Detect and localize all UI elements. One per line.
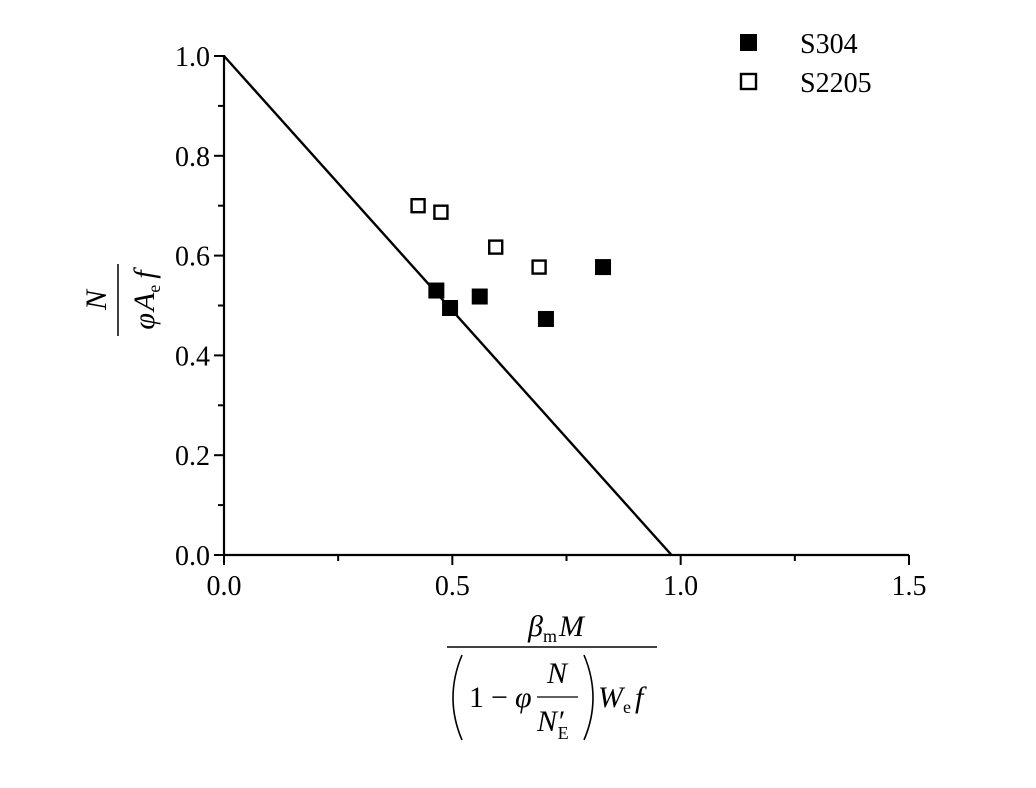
y-axis-label: N φAef [80,264,164,336]
data-point-s2205 [433,204,449,220]
x-label-left-paren [452,654,463,741]
y-tick-label: 0.2 [175,441,210,472]
x-axis-label: βmM 1 − φ N N′E We f [447,610,657,743]
x-label-right-paren [583,654,594,741]
legend-label-s2205: S2205 [800,68,872,99]
axes: 0.0 0.5 1.0 1.5 0.0 0.2 0.4 0.6 0.8 1.0 [175,42,927,602]
legend-label-s304: S304 [800,29,858,60]
x-label-frac-num: N [546,657,569,690]
y-label-strength: f [128,267,161,279]
data-point-s304 [537,310,554,327]
x-tick-label: 0.0 [207,571,242,602]
x-label-beta: β [527,610,543,643]
x-label-moment: M [558,610,586,643]
y-label-phi: φ [128,313,161,330]
x-label-frac-den: N′E [536,705,569,743]
x-label-section-sub: e [623,697,631,717]
points-layer [410,197,612,327]
x-tick-label: 1.5 [892,571,927,602]
y-label-area: A [128,292,161,313]
y-tick-label: 0.0 [175,541,210,572]
y-tick-label: 0.6 [175,242,210,273]
y-tick-label: 0.4 [175,341,210,372]
data-point-s304 [442,299,459,316]
data-point-s304 [471,288,488,305]
y-label-denominator: φAef [128,267,164,330]
y-label-numerator: N [80,288,113,311]
y-label-area-sub: e [144,285,164,293]
legend-marker-s2205 [739,72,758,91]
x-label-minus: − [491,681,508,714]
data-point-s2205 [488,239,504,255]
data-point-s2205 [410,197,426,214]
legend: S304 S2205 [739,29,872,99]
x-label-beta-sub: m [543,626,557,646]
y-tick-label: 0.8 [175,142,210,173]
x-label-strength: f [635,681,647,714]
x-label-section-group: We f [598,681,647,717]
data-point-s304 [428,282,445,299]
x-label-frac-den-main: N′ [536,705,564,738]
data-point-s2205 [531,259,547,275]
x-tick-label: 1.0 [663,571,698,602]
x-label-frac-den-sub: E [558,723,569,743]
x-tick-label: 0.5 [435,571,470,602]
x-label-phi: φ [515,681,532,714]
data-point-s304 [595,259,612,276]
x-label-section: W [598,681,626,714]
legend-marker-s304 [740,34,757,51]
x-label-one: 1 [469,681,484,714]
x-label-numerator: βmM [527,610,586,646]
y-tick-label: 1.0 [175,42,210,73]
